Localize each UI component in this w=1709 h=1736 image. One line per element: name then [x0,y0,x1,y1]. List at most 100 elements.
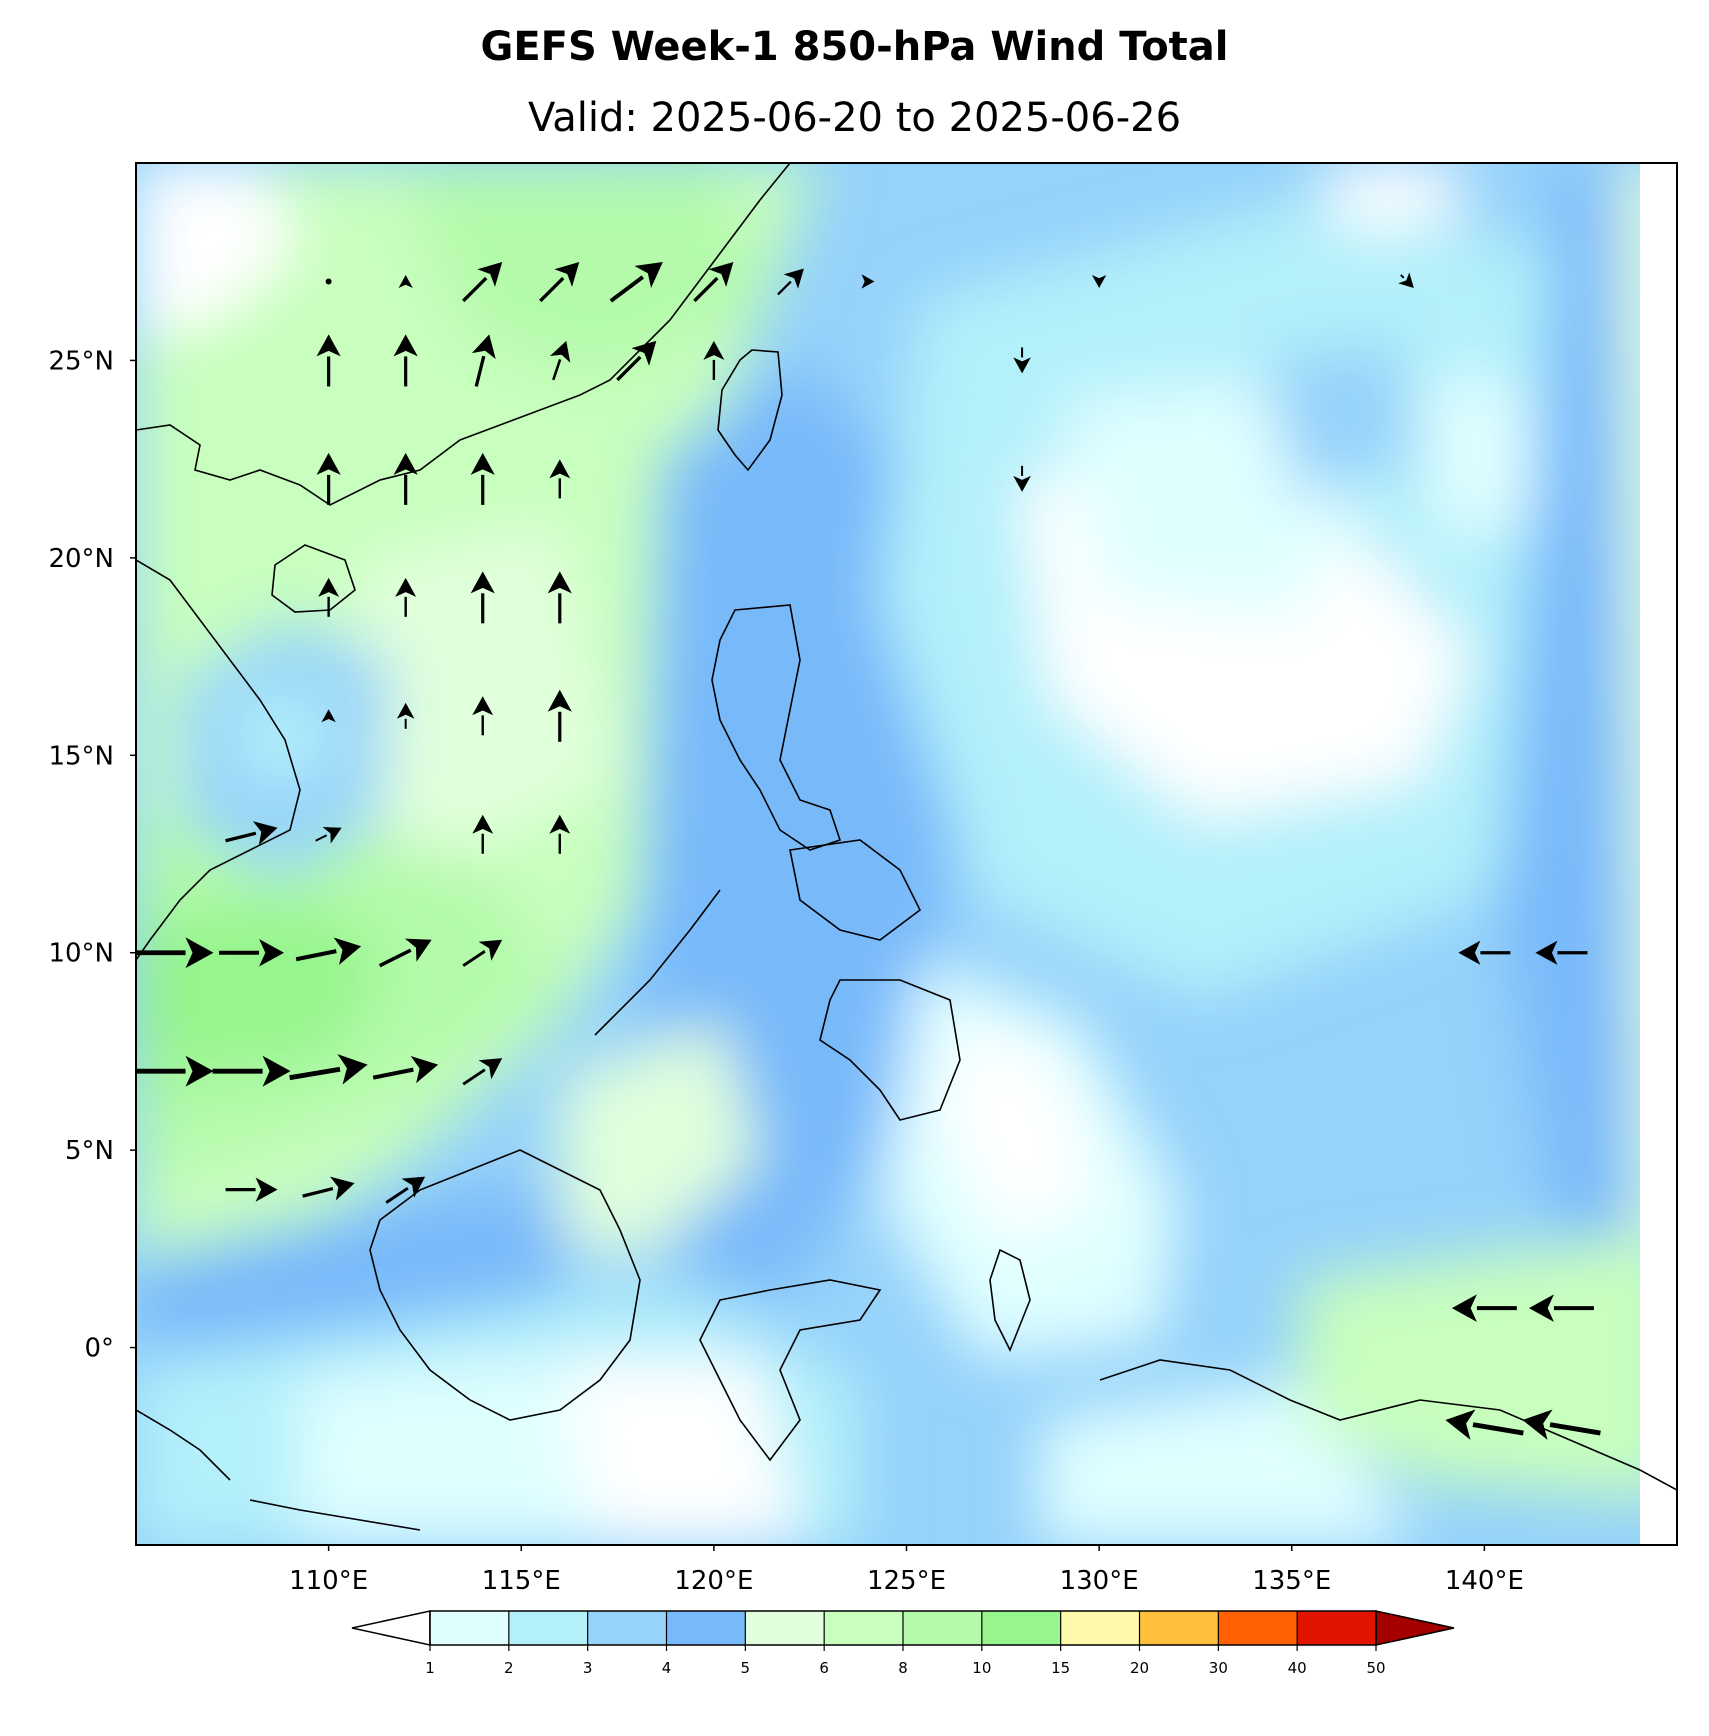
wind-vector [470,571,495,624]
java-coast [249,1499,421,1531]
wind-vector [609,261,663,303]
wind-vector [372,1055,439,1084]
wind-vector [539,261,580,303]
wind-vector [316,452,341,505]
colorbar-under-extension [351,1610,431,1646]
visayas-coast [789,839,922,941]
new-guinea-coast [1099,1359,1677,1491]
chart-subtitle: Valid: 2025-06-20 to 2025-06-26 [527,95,1182,141]
wind-vector [549,814,571,854]
wind-vector [470,452,495,505]
wind-vector [703,340,725,380]
colorbar-over-extension [1375,1610,1455,1646]
lon-tick-label: 140°E [1445,1566,1524,1596]
lat-tick-label: 5°N [65,1136,114,1166]
colorbar-segment [981,1611,1061,1645]
indochina-coast [136,559,301,961]
lat-tick-label: 15°N [48,741,114,771]
wind-speed-contours [136,163,1677,1545]
latitude-labels: 25°N 20°N 15°N 10°N 5°N 0° [48,346,136,1364]
wind-vector [136,1055,214,1087]
wind-vector [385,1176,426,1204]
wind-vector [1398,272,1414,288]
colorbar-tick-label: 40 [1288,1659,1307,1677]
colorbar: 1 2 3 4 5 6 8 10 15 20 30 40 50 [351,1610,1455,1677]
wind-vector [136,937,214,969]
wind-vectors [136,261,1601,1440]
colorbar-segment [508,1611,588,1645]
lon-tick-label: 115°E [482,1566,561,1596]
wind-vector [321,709,336,723]
wind-vector [693,261,734,303]
colorbar-segment [824,1611,903,1645]
wind-vector [472,696,494,736]
mindanao-coast [819,979,961,1121]
colorbar-tick-label: 1 [425,1659,435,1677]
wind-vector [396,702,415,729]
wind-vector [472,814,494,854]
lon-tick-label: 130°E [1060,1566,1139,1596]
longitude-labels: 110°E 115°E 120°E 125°E 130°E 135°E 140°E [289,1545,1524,1596]
wind-vector [462,261,503,303]
wind-vector [398,274,413,288]
colorbar-segment [1218,1611,1298,1645]
wind-vector [549,340,571,381]
wind-vector [393,452,418,505]
colorbar-tick-label: 6 [819,1659,829,1677]
wind-vector [219,938,285,967]
wind-vector [395,577,417,617]
lat-tick-label: 20°N [48,544,114,574]
colorbar-tick-label: 30 [1209,1659,1228,1677]
wind-vector [302,1176,355,1201]
lat-tick-label: 25°N [48,346,114,376]
halmahera-coast [989,1248,1031,1352]
colorbar-segment [666,1611,746,1645]
wind-vector [462,1058,503,1086]
lon-tick-label: 120°E [674,1566,753,1596]
lat-tick-label: 0° [84,1334,114,1364]
lat-tick-label: 10°N [48,939,114,969]
wind-vector [547,571,572,624]
lon-tick-label: 135°E [1252,1566,1331,1596]
taiwan-coast [717,349,783,472]
chart-title: GEFS Week-1 850-hPa Wind Total [480,24,1229,70]
wind-vector [1451,1294,1517,1322]
wind-vector [318,577,340,617]
lon-tick-label: 110°E [289,1566,368,1596]
wind-vector [1522,1409,1601,1440]
wind-vector [616,340,657,382]
colorbar-tick-label: 10 [972,1659,991,1677]
wind-vector [1091,274,1107,288]
wind-vector [1528,1294,1594,1322]
colorbar-segment [745,1611,825,1645]
wind-vector [861,274,875,289]
wind-vector [1013,465,1031,492]
colorbar-segment [1297,1611,1376,1645]
wind-vector [1445,1409,1524,1440]
colorbar-segment [1060,1611,1140,1645]
palawan-coast [594,889,721,1036]
wind-speed-field [136,163,1677,1545]
colorbar-tick-label: 50 [1366,1659,1385,1677]
wind-vector [1013,347,1031,374]
coastlines [136,163,1677,1531]
hainan-coast [271,544,356,613]
colorbar-segment [430,1611,509,1645]
wind-vector [1535,940,1588,965]
wind-vector [547,689,572,742]
wind-vector [549,459,571,499]
colorbar-segment [903,1611,982,1645]
borneo-coast [369,1149,641,1421]
wind-vector [1458,940,1511,965]
wind-vector [289,1054,368,1085]
wind-vector [471,334,496,387]
wind-vector [315,827,342,844]
colorbar-segment [1139,1611,1219,1645]
colorbar-tick-label: 2 [504,1659,514,1677]
wind-vector [225,1177,278,1202]
colorbar-tick-label: 20 [1130,1659,1149,1677]
lon-tick-label: 125°E [867,1566,946,1596]
wind-vector [212,1055,291,1087]
colorbar-tick-label: 8 [898,1659,908,1677]
wind-vector [777,268,804,296]
